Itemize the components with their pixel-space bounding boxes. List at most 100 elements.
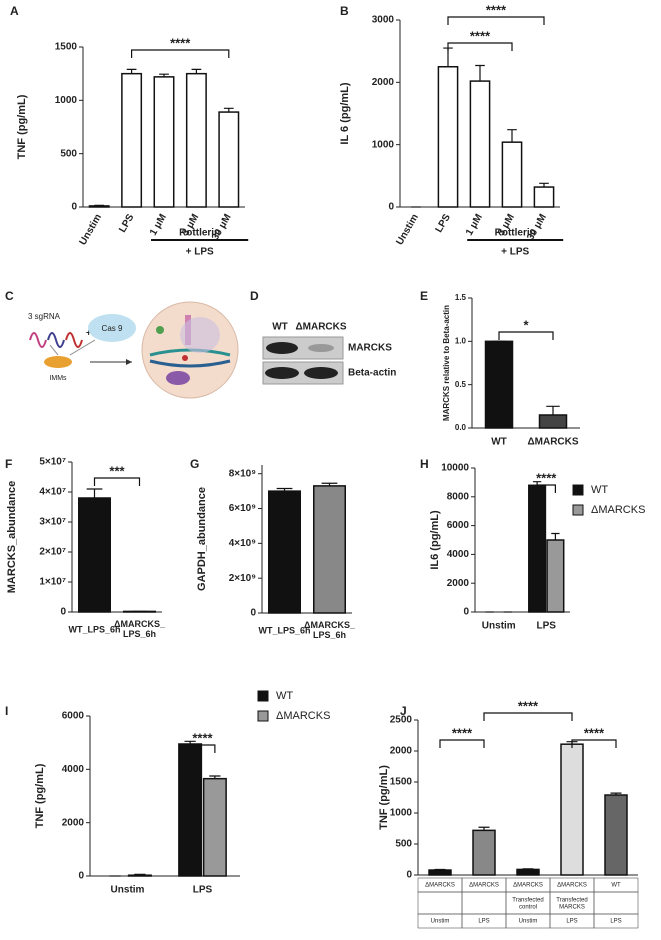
error-bar: [94, 204, 105, 206]
bar: [268, 490, 301, 614]
significance-bracket: [536, 484, 556, 493]
table-text: Unstim: [431, 919, 450, 925]
significance-bracket: [447, 16, 545, 25]
y-tick-label: 4000: [62, 764, 85, 775]
y-tick-label: 0: [388, 202, 394, 213]
x-tick-label: Unstim: [394, 212, 421, 247]
x-tick-label: 1 μM: [464, 212, 485, 237]
bar: [560, 743, 584, 876]
error-bar: [546, 405, 560, 415]
panel-letter: H: [420, 457, 429, 471]
error-bar: [551, 532, 560, 540]
error-bar: [522, 868, 534, 870]
x-tick-label: LPS: [117, 212, 136, 235]
band-label: Beta-actin: [348, 368, 396, 379]
y-tick-label: 2000: [62, 817, 85, 828]
panel-letter: E: [420, 289, 428, 303]
bar: [121, 72, 143, 208]
text-line: LPS_6h: [123, 629, 156, 639]
y-tick-label: 2000: [372, 77, 395, 88]
y-tick-label: 2000: [390, 746, 413, 757]
y-tick-label: 6000: [62, 711, 85, 722]
cell-icon: [44, 356, 72, 368]
table-text: ΔMARCKS: [513, 883, 543, 889]
x-tick-label: ΔMARCKS: [527, 437, 578, 448]
bar: [218, 111, 240, 208]
error-bar: [209, 775, 221, 779]
y-tick-label: 10000: [441, 463, 469, 474]
y-tick-label: 2000: [447, 578, 470, 589]
table-text: LPS: [566, 919, 577, 925]
significance-bracket: [131, 49, 230, 58]
legend-label: WT: [276, 690, 293, 702]
y-axis-label: TNF (pg/mL): [16, 94, 28, 159]
y-tick-label: 4×10⁹: [229, 538, 257, 549]
error-bar: [434, 868, 446, 871]
y-tick-label: 1500: [390, 777, 413, 788]
y-tick-label: 1000: [372, 139, 395, 150]
y-tick-label: 2×10⁹: [229, 573, 257, 584]
panel-letter: I: [5, 704, 8, 718]
y-tick-label: 1.0: [455, 336, 467, 345]
x-tick-label: Unstim: [78, 212, 105, 247]
cells-label: IMMs: [49, 375, 67, 382]
table-cell: [417, 891, 463, 915]
x-tick-label: ΔMARCKS_ LPS_6h: [114, 619, 166, 639]
western-blot: D WT ΔMARCKS MARCKS Beta-actin: [250, 289, 396, 385]
group-sublabel: + LPS: [501, 247, 529, 258]
significance-label: ****: [192, 730, 213, 745]
error-bar: [610, 792, 622, 796]
x-tick-label: Unstim: [111, 885, 145, 896]
significance-label: ***: [109, 463, 125, 478]
bar: [202, 777, 227, 877]
significance-bracket: [93, 477, 141, 486]
y-tick-label: 1×10⁷: [39, 577, 66, 588]
protein: [166, 371, 190, 385]
significance-bracket: [571, 739, 617, 748]
bar: [437, 66, 459, 208]
significance-label: ****: [452, 725, 473, 740]
y-tick-label: 0: [463, 607, 469, 618]
x-tick-label: WT: [491, 437, 507, 448]
error-bar: [539, 182, 549, 188]
arrow-head: [126, 359, 132, 365]
sgrna-icon: [29, 332, 47, 348]
significance-label: ****: [518, 698, 539, 713]
error-bar: [507, 129, 517, 143]
y-axis-label: MARCKS_abundance: [6, 481, 18, 593]
legend-label: ΔMARCKS: [591, 504, 645, 516]
y-tick-label: 0: [78, 871, 84, 882]
y-tick-label: 1000: [55, 95, 78, 106]
y-tick-label: 1500: [55, 42, 78, 53]
group-label: Rottlerin: [495, 228, 536, 239]
y-tick-label: 3×10⁷: [39, 517, 66, 528]
cas9-complex: [180, 317, 220, 353]
legend-swatch: [572, 484, 584, 496]
y-tick-label: 0.0: [455, 423, 467, 432]
text-line: Transfected: [512, 897, 543, 903]
error-bar: [223, 107, 234, 113]
y-axis-label: IL 6 (pg/mL): [339, 82, 351, 144]
error-bar: [478, 826, 490, 831]
error-bar: [86, 488, 103, 498]
significance-label: *: [523, 317, 529, 332]
bar: [484, 340, 514, 429]
y-tick-label: 4×10⁷: [39, 487, 66, 498]
error-bar: [475, 64, 485, 82]
bar: [185, 72, 207, 208]
bar: [469, 80, 491, 208]
table-cell: [593, 891, 639, 915]
bar: [88, 205, 110, 208]
significance-label: ****: [170, 35, 191, 50]
error-bar: [134, 873, 146, 876]
sgrna-label: 3 sgRNA: [28, 312, 61, 321]
cas9-label: Cas 9: [102, 324, 123, 333]
y-tick-label: 2500: [390, 715, 413, 726]
y-axis-label: TNF (pg/mL): [378, 765, 390, 830]
bar: [516, 868, 540, 876]
panel: F MARCKS_abundance 0 1×10⁷ 2×10⁷ 3×10⁷ 4×10⁷ 5×…: [5, 457, 166, 640]
x-tick-label: ΔMARCKS_ LPS_6h: [304, 620, 356, 640]
group-sublabel: + LPS: [186, 247, 214, 258]
